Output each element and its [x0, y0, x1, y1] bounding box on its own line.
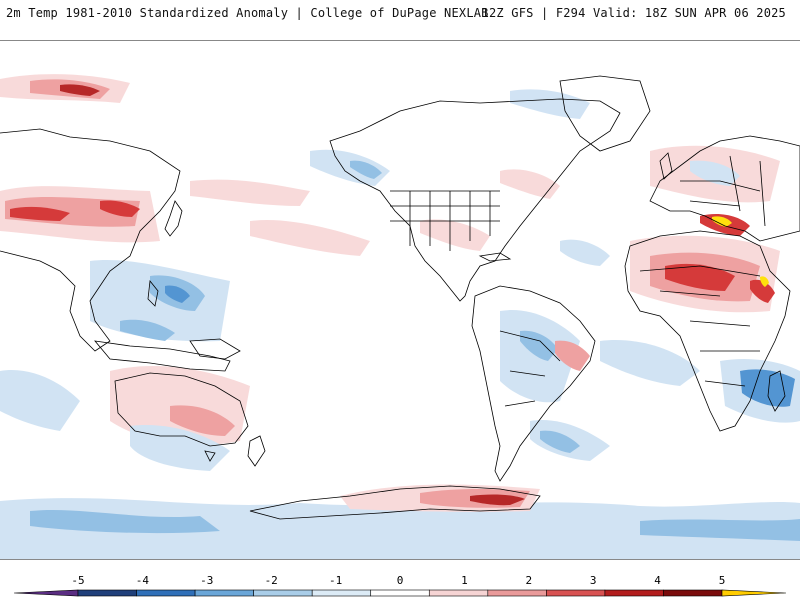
new-guinea-outline: [189, 338, 241, 360]
model-run-info: 12Z GFS | F294 Valid: 18Z SUN APR 06 202…: [481, 6, 786, 20]
tasmania-outline: [204, 450, 216, 462]
usa-states-grid: [390, 190, 500, 251]
colorbar-segment: [77, 589, 137, 597]
colorbar-segment: [194, 589, 254, 597]
africa-outline: [624, 230, 791, 432]
colorbar-segment: [487, 589, 547, 597]
new-zealand-outline: [247, 435, 266, 467]
indonesia-outline: [94, 340, 231, 372]
colorbar-segment: [604, 589, 664, 597]
colorbar-segment: [370, 589, 430, 597]
colorbar-tick-label: 5: [719, 574, 726, 587]
colorbar-high-extension: [721, 589, 787, 597]
colorbar-tick-label: -4: [136, 574, 150, 587]
antarctica-outline: [249, 485, 541, 520]
colorbar-tick-label: -2: [265, 574, 278, 587]
colorbar: -5 -4 -3 -2 -1 0 1 2 3 4 5: [0, 560, 800, 600]
anomaly-map: [0, 40, 800, 560]
map-title: 2m Temp 1981-2010 Standardized Anomaly |…: [6, 6, 489, 20]
colorbar-tick-label: 3: [590, 574, 597, 587]
colorbar-tick-label: -1: [329, 574, 342, 587]
europe-outline: [649, 135, 800, 242]
uk-outline: [659, 152, 673, 180]
japan-outline: [164, 200, 183, 237]
philippines-outline: [147, 279, 159, 307]
country-borders: [0, 75, 800, 520]
colorbar-segment: [136, 589, 196, 597]
colorbar-segment: [428, 589, 489, 597]
madagascar-outline: [767, 370, 786, 412]
colorbar-tick-label: 4: [654, 574, 661, 587]
colorbar-segment: [663, 589, 723, 597]
colorbar-tick-label: -3: [200, 574, 213, 587]
south-america-outline: [471, 285, 596, 482]
colorbar-tick-label: -5: [71, 574, 84, 587]
colorbar-segment: [311, 589, 372, 597]
africa-borders: [639, 265, 761, 387]
north-america-outline: [329, 98, 621, 302]
south-america-borders: [499, 330, 561, 407]
colorbar-tick-label: 1: [461, 574, 468, 587]
australia-outline: [114, 372, 249, 447]
colorbar-segment: [253, 589, 313, 597]
greenland-outline: [559, 75, 651, 152]
colorbar-tick-label: 0: [397, 574, 404, 587]
europe-borders: [680, 155, 766, 227]
colorbar-segment: [546, 589, 606, 597]
colorbar-tick-label: 2: [525, 574, 532, 587]
asia-outline-left: [0, 128, 181, 352]
cuba-outline: [478, 252, 512, 262]
colorbar-low-extension: [13, 589, 79, 597]
